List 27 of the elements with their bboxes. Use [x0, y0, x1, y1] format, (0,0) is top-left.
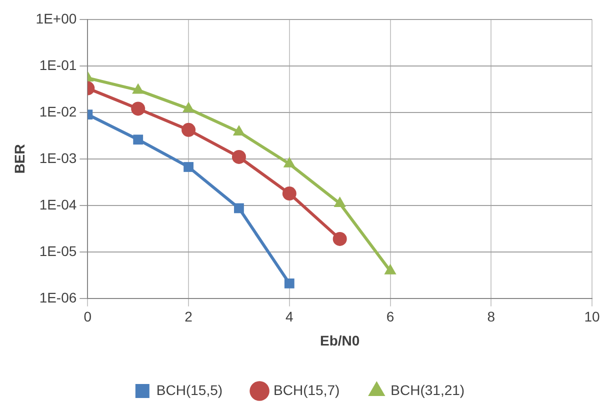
y-tick-label: 1E-03: [39, 150, 77, 166]
x-tick-label: 8: [487, 308, 496, 325]
y-axis-title: BER: [11, 144, 28, 174]
point: [332, 232, 347, 246]
point: [184, 162, 194, 172]
x-tick-label: 0: [84, 308, 92, 325]
legend-label: BCH(15,7): [274, 382, 340, 398]
point: [131, 102, 146, 116]
y-tick-label: 1E-05: [39, 242, 77, 259]
point: [232, 150, 246, 164]
y-tick-label: 1E-02: [39, 103, 77, 120]
y-tick-label: 1E+00: [36, 10, 77, 26]
point: [182, 122, 196, 137]
point: [234, 203, 244, 214]
x-tick-label: 6: [386, 308, 394, 325]
point: [284, 278, 294, 288]
legend-label: BCH(15,5): [156, 382, 223, 398]
x-axis-title: Eb/N0: [320, 332, 360, 348]
point: [282, 186, 296, 201]
x-tick-label: 2: [184, 308, 193, 325]
y-tick-label: 1E-06: [39, 289, 77, 306]
legend-label: BCH(31,21): [390, 382, 465, 398]
point: [133, 134, 144, 145]
y-tick-label: 1E-04: [39, 196, 77, 212]
x-tick-label: 4: [286, 308, 294, 325]
y-tick-label: 1E-01: [39, 56, 77, 73]
x-tick-label: 10: [584, 308, 600, 325]
